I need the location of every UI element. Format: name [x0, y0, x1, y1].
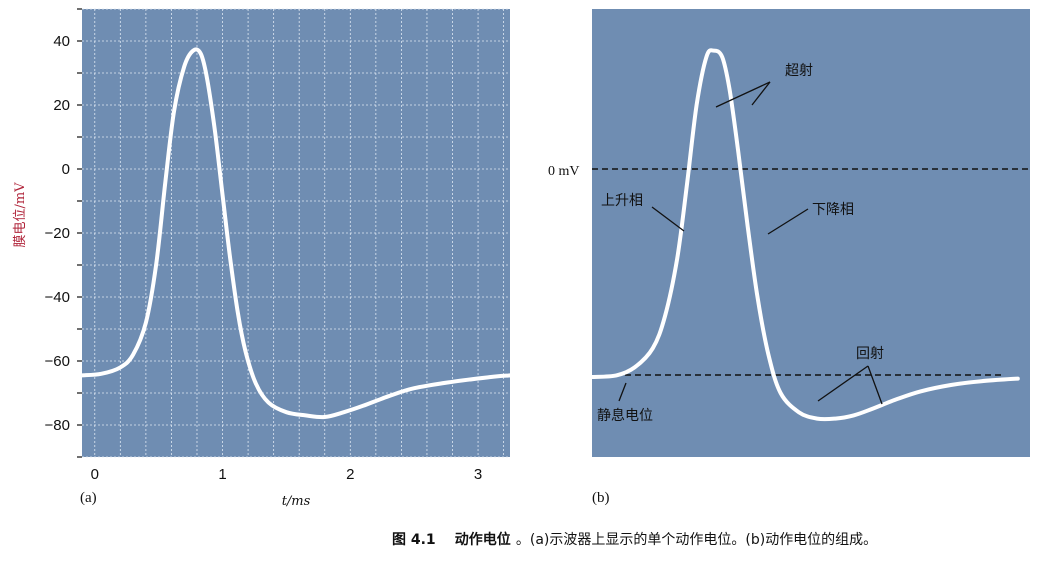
y-tick-label: −60 [45, 353, 70, 370]
rising-phase-label: 上升相 [601, 193, 643, 209]
figure-caption: 图 4.1 动作电位 。(a)示波器上显示的单个动作电位。(b)动作电位的组成。 [392, 529, 877, 548]
panel-b-letter: (b) [592, 490, 610, 506]
overshoot-leader-1 [715, 81, 771, 108]
x-axis-label: t/ms [282, 494, 311, 509]
y-tick-label: −20 [45, 225, 70, 242]
x-tick-label: 1 [218, 466, 226, 483]
y-tick-label: −40 [45, 289, 70, 306]
panel-a-y-ticks: 40 20 0 −20 −40 −60 −80 [45, 33, 70, 434]
y-axis-label: 膜电位/mV [13, 182, 28, 248]
rising-leader [651, 206, 685, 232]
resting-leader [618, 382, 627, 402]
undershoot-label: 回射 [856, 346, 884, 362]
caption-title: 动作电位 [455, 531, 511, 548]
caption-number: 图 4.1 [392, 532, 436, 548]
panel-a-grid [77, 8, 510, 458]
undershoot-leader-1 [817, 365, 869, 402]
panel-a-action-potential-line [80, 47, 512, 420]
x-tick-label: 2 [346, 466, 354, 483]
resting-potential-label: 静息电位 [597, 407, 653, 424]
x-tick-label: 0 [91, 466, 99, 483]
y-tick-label: 20 [53, 97, 70, 114]
panel-a: 40 20 0 −20 −40 −60 −80 0 1 2 3 膜电位/mV t/ms (a) [13, 8, 512, 509]
overshoot-leader-2 [751, 81, 771, 106]
y-tick-label: 40 [53, 33, 70, 50]
undershoot-leader-2 [867, 365, 883, 405]
falling-leader [767, 208, 809, 235]
overshoot-label: 超射 [785, 63, 813, 79]
x-tick-label: 3 [474, 466, 482, 483]
panel-a-letter: (a) [80, 490, 97, 506]
y-tick-label: 0 [62, 161, 70, 178]
panel-b-action-potential-line [590, 48, 1020, 422]
panel-b: 0 mV 超射 上升相 下降相 回射 静息电位 (b) [548, 9, 1030, 506]
annotation-leaders [618, 81, 883, 405]
falling-phase-label: 下降相 [812, 202, 854, 218]
zero-mv-label: 0 mV [548, 164, 580, 179]
y-tick-label: −80 [45, 417, 70, 434]
panel-a-x-ticks: 0 1 2 3 [91, 466, 483, 483]
caption-text: 。(a)示波器上显示的单个动作电位。(b)动作电位的组成。 [516, 532, 877, 548]
